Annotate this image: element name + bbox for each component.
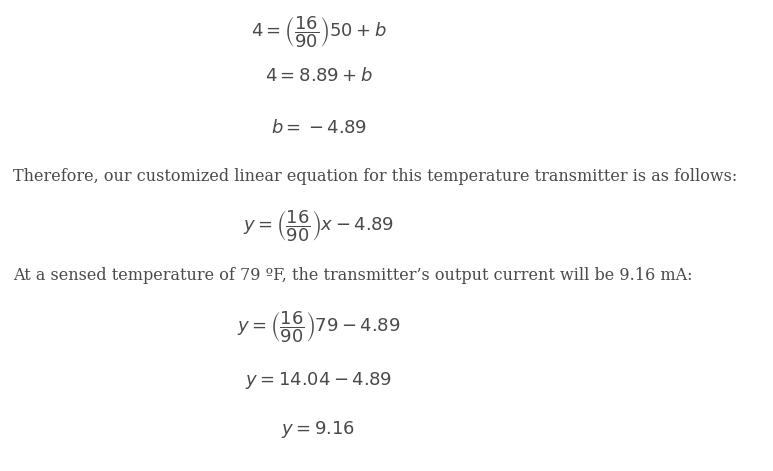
Text: Therefore, our customized linear equation for this temperature transmitter is as: Therefore, our customized linear equatio…: [13, 169, 737, 186]
Text: $y = 9.16$: $y = 9.16$: [281, 419, 356, 440]
Text: $4 = \left(\dfrac{16}{90}\right) 50 + b$: $4 = \left(\dfrac{16}{90}\right) 50 + b$: [250, 14, 386, 49]
Text: $y = \left(\dfrac{16}{90}\right) x - 4.89$: $y = \left(\dfrac{16}{90}\right) x - 4.8…: [243, 208, 394, 244]
Text: $y = 14.04 - 4.89$: $y = 14.04 - 4.89$: [245, 370, 392, 391]
Text: $y = \left(\dfrac{16}{90}\right) 79 - 4.89$: $y = \left(\dfrac{16}{90}\right) 79 - 4.…: [237, 309, 400, 345]
Text: At a sensed temperature of 79 ºF, the transmitter’s output current will be 9.16 : At a sensed temperature of 79 ºF, the tr…: [13, 267, 693, 284]
Text: $4 = 8.89 + b$: $4 = 8.89 + b$: [264, 67, 373, 85]
Text: $b = -4.89$: $b = -4.89$: [271, 119, 366, 137]
